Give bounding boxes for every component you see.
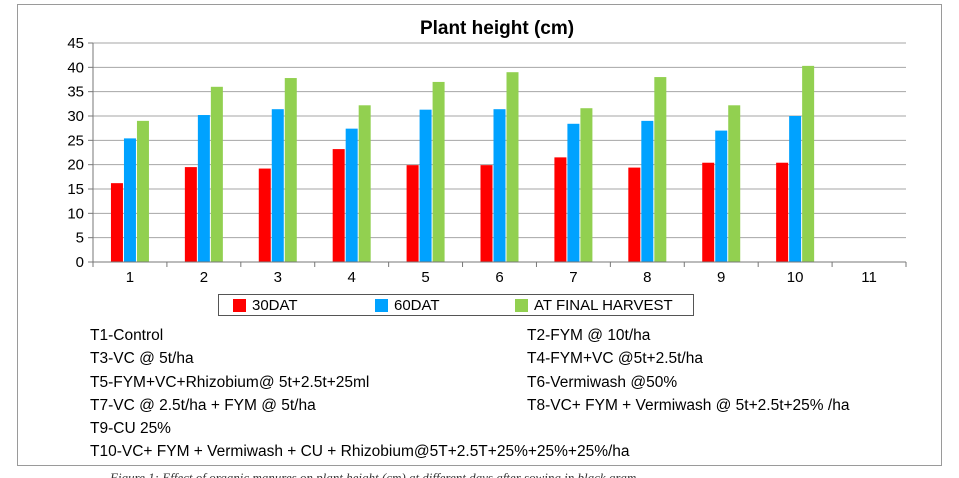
- legend-item-60dat: 60DAT: [375, 297, 440, 314]
- x-tick-label: 6: [495, 269, 503, 286]
- y-tick-label: 5: [76, 230, 84, 247]
- y-tick-label: 20: [67, 157, 84, 174]
- bar-30dat-3: [258, 168, 271, 262]
- y-tick-label: 40: [67, 59, 84, 76]
- legend-label-60dat: 60DAT: [394, 297, 440, 314]
- bar-30dat-4: [332, 149, 345, 262]
- legend-label-30dat: 30DAT: [252, 297, 298, 314]
- x-tick-label: 9: [717, 269, 725, 286]
- treatment-t2: T2-FYM @ 10t/ha: [527, 327, 651, 344]
- bar-at-final-harvest-10: [802, 65, 815, 262]
- legend-item-30dat: 30DAT: [233, 297, 298, 314]
- bar-60dat-6: [493, 109, 506, 262]
- bar-at-final-harvest-8: [654, 77, 667, 262]
- treatment-t5: T5-FYM+VC+Rhizobium@ 5t+2.5t+25ml: [90, 374, 370, 391]
- bar-60dat-3: [271, 109, 284, 262]
- bar-at-final-harvest-7: [580, 108, 593, 262]
- legend-swatch-final-harvest: [515, 299, 528, 312]
- y-tick-label: 0: [76, 254, 84, 271]
- bar-60dat-8: [641, 120, 654, 262]
- bar-at-final-harvest-2: [210, 86, 223, 262]
- bar-at-final-harvest-5: [432, 81, 445, 262]
- y-tick-label: 10: [67, 205, 84, 222]
- legend-swatch-30dat: [233, 299, 246, 312]
- treatment-t1: T1-Control: [90, 327, 164, 344]
- treatment-t4: T4-FYM+VC @5t+2.5t/ha: [527, 350, 703, 367]
- bar-60dat-7: [567, 123, 580, 262]
- x-tick-label: 5: [421, 269, 429, 286]
- x-tick-label: 10: [787, 269, 804, 286]
- bar-60dat-1: [123, 138, 136, 262]
- bar-30dat-9: [702, 162, 715, 262]
- treatment-t7: T7-VC @ 2.5t/ha + FYM @ 5t/ha: [90, 397, 316, 414]
- figure-caption: Figure 1: Effect of organic manures on p…: [110, 470, 637, 478]
- bar-60dat-4: [345, 128, 358, 262]
- bar-at-final-harvest-4: [358, 105, 371, 262]
- x-tick-label: 11: [861, 269, 877, 286]
- y-tick-label: 15: [67, 181, 84, 198]
- bar-at-final-harvest-6: [506, 72, 519, 262]
- x-tick-label: 3: [274, 269, 282, 286]
- x-tick-label: 1: [126, 269, 134, 286]
- treatment-t8: T8-VC+ FYM + Vermiwash @ 5t+2.5t+25% /ha: [527, 397, 850, 414]
- bar-30dat-7: [554, 157, 567, 262]
- bar-at-final-harvest-3: [284, 78, 297, 262]
- bar-30dat-1: [110, 183, 123, 262]
- bar-30dat-8: [628, 167, 641, 262]
- legend-label-final-harvest: AT FINAL HARVEST: [534, 297, 673, 314]
- legend: 30DAT 60DAT AT FINAL HARVEST: [218, 294, 694, 316]
- x-tick-label: 4: [348, 269, 356, 286]
- bar-at-final-harvest-1: [136, 120, 149, 262]
- y-tick-label: 45: [67, 35, 84, 52]
- y-tick-label: 25: [67, 132, 84, 149]
- treatment-t9: T9-CU 25%: [90, 420, 171, 437]
- treatment-t6: T6-Vermiwash @50%: [527, 374, 678, 391]
- bar-at-final-harvest-9: [728, 105, 741, 262]
- chart-title: Plant height (cm): [420, 18, 574, 39]
- bar-30dat-5: [406, 165, 419, 262]
- treatment-t3: T3-VC @ 5t/ha: [90, 350, 194, 367]
- x-tick-label: 8: [643, 269, 651, 286]
- bars: [110, 65, 815, 262]
- legend-swatch-60dat: [375, 299, 388, 312]
- treatment-t10: T10-VC+ FYM + Vermiwash + CU + Rhizobium…: [90, 443, 630, 460]
- bar-30dat-2: [184, 167, 197, 262]
- bar-60dat-10: [789, 116, 802, 262]
- bar-60dat-2: [197, 115, 210, 262]
- x-tick-label: 7: [569, 269, 577, 286]
- y-tick-label: 30: [67, 108, 84, 125]
- legend-item-final-harvest: AT FINAL HARVEST: [515, 297, 673, 314]
- bar-60dat-5: [419, 109, 432, 262]
- y-tick-label: 35: [67, 84, 84, 101]
- x-tick-label: 2: [200, 269, 208, 286]
- bar-30dat-6: [480, 165, 493, 262]
- bar-60dat-9: [715, 130, 728, 262]
- bar-30dat-10: [776, 162, 789, 262]
